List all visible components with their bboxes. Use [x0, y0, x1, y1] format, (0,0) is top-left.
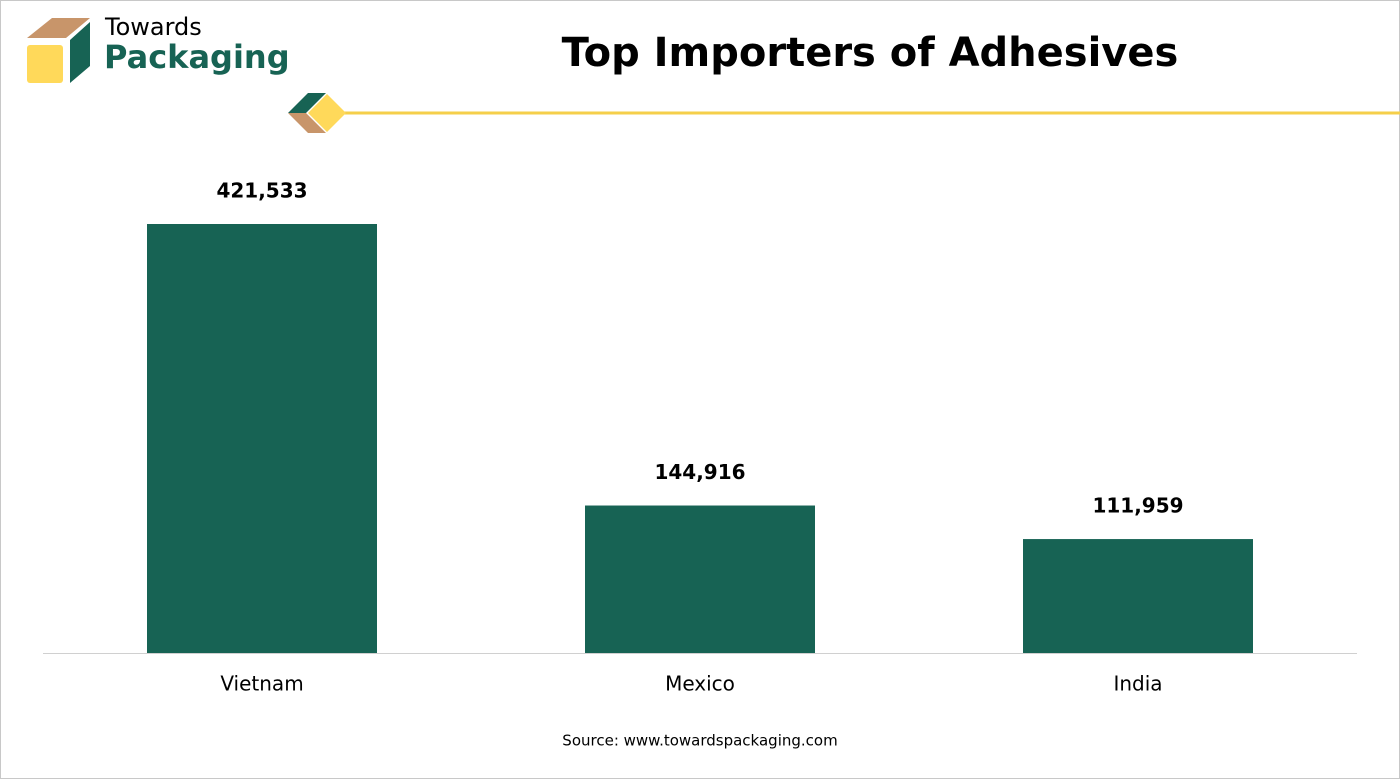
logo-text: Towards [104, 13, 202, 41]
x-tick-label: Vietnam [220, 672, 303, 696]
value-label: 144,916 [654, 460, 745, 484]
diamond [308, 94, 346, 132]
x-tick-label: Mexico [665, 672, 735, 696]
bar [1023, 539, 1253, 653]
logo-box-front [27, 45, 63, 83]
bar [585, 505, 815, 653]
value-label: 421,533 [216, 179, 307, 203]
source: Source: www.towardspackaging.com [562, 732, 837, 750]
chart-title: Top Importers of Adhesives [562, 30, 1179, 76]
bar [147, 224, 377, 653]
logo-text: Packaging [104, 38, 290, 76]
diamond [288, 113, 326, 133]
value-label: 111,959 [1092, 494, 1183, 518]
diamond [288, 93, 326, 113]
logo-box-top [27, 18, 90, 38]
decoration [288, 93, 1400, 133]
logo-box-side [70, 22, 90, 83]
logo: Towards Packaging [27, 13, 290, 83]
x-tick-label: India [1113, 672, 1162, 696]
